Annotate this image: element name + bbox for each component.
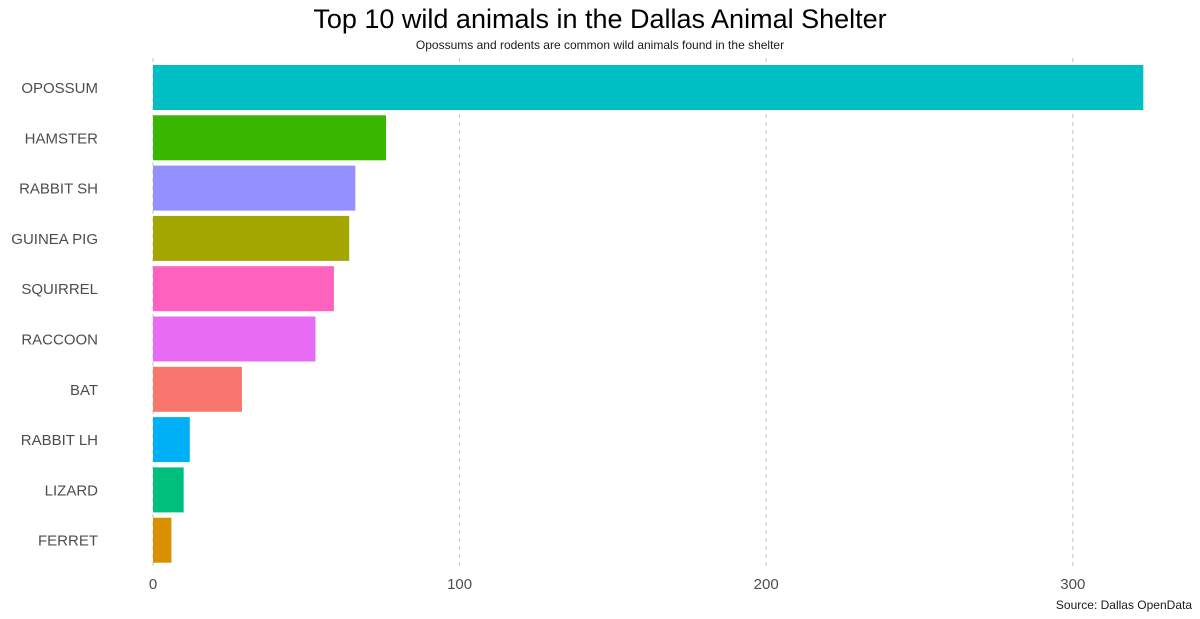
bar-bat (153, 366, 242, 412)
chart-caption: Source: Dallas OpenData (1055, 598, 1192, 612)
bar-raccoon (153, 316, 316, 362)
bar-opossum (153, 65, 1144, 110)
x-tick-label-200: 200 (754, 576, 779, 593)
category-label-ferret: FERRET (38, 533, 98, 550)
bar-hamster (153, 115, 387, 161)
bar-squirrel (153, 266, 334, 312)
bars (153, 65, 1144, 563)
x-tick-label-300: 300 (1060, 576, 1085, 593)
category-label-bat: BAT (70, 382, 98, 399)
category-label-lizard: LIZARD (45, 482, 99, 499)
x-tick-labels: 0 100 200 300 (149, 576, 1085, 593)
bar-guinea-pig (153, 215, 350, 261)
category-label-rabbit-lh: RABBIT LH (21, 432, 98, 449)
bar-lizard (153, 467, 184, 513)
x-tick-label-0: 0 (149, 576, 157, 593)
chart-subtitle: Opossums and rodents are common wild ani… (415, 38, 785, 52)
chart-title: Top 10 wild animals in the Dallas Animal… (313, 4, 887, 34)
category-label-guinea-pig: GUINEA PIG (11, 231, 98, 248)
bar-rabbit-sh (153, 165, 356, 211)
category-labels: OPOSSUM HAMSTER RABBIT SH GUINEA PIG SQUIRRE… (11, 80, 98, 550)
category-label-raccoon: RACCOON (21, 332, 98, 349)
bar-ferret (153, 517, 172, 563)
category-label-squirrel: SQUIRREL (21, 281, 98, 298)
x-tick-label-100: 100 (447, 576, 472, 593)
bar-rabbit-lh (153, 417, 190, 463)
category-label-opossum: OPOSSUM (21, 80, 98, 97)
category-label-rabbit-sh: RABBIT SH (19, 181, 98, 198)
category-label-hamster: HAMSTER (25, 130, 99, 147)
